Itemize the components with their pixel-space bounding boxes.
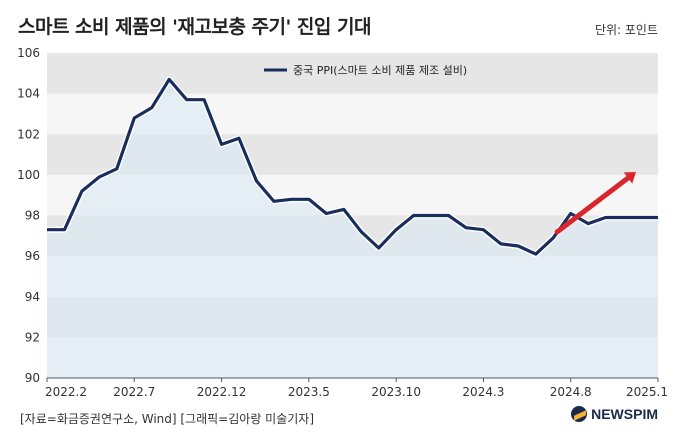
newspim-logo: NEWSPIM [571,406,658,422]
legend: 중국 PPI(스마트 소비 제품 제조 설비) [264,64,467,77]
source-credit: [자료=화금증권연구소, Wind] [그래픽=김아랑 미술기자] [20,412,315,426]
x-tick-label: 2022.7 [113,385,155,399]
x-tick-label: 2022.12 [197,385,247,399]
x-axis-ticks: 2022.2 2022.7 2022.12 2023.5 2023.10 2024.3 20… [45,377,668,399]
area-fill [47,79,658,379]
series-area [47,79,658,379]
y-tick-label: 96 [25,249,40,263]
x-tick-label: 2023.10 [371,385,421,399]
x-tick-label: 2025.1 [626,385,668,399]
x-tick-label: 2023.5 [288,385,330,399]
x-tick-label: 2024.3 [462,385,504,399]
y-tick-label: 92 [25,330,40,344]
x-tick-label: 2024.8 [550,385,592,399]
trend-arrow-head [623,171,636,184]
grid-band [47,53,658,94]
x-tick-label: 2022.2 [45,385,87,399]
y-tick-label: 94 [25,290,40,304]
y-tick-label: 104 [17,87,40,101]
trend-arrow-group [554,171,636,235]
y-tick-label: 106 [17,46,40,60]
unit-label: 단위: 포인트 [594,23,658,37]
y-tick-label: 90 [25,371,40,385]
y-tick-label: 100 [17,168,40,182]
logo-icon [571,406,588,422]
y-axis-ticks: 90 92 94 96 98 100 102 104 106 [17,46,40,385]
chart-title: 스마트 소비 제품의 '재고보충 주기' 진입 기대 [18,16,371,38]
y-tick-label: 102 [17,127,40,141]
y-tick-label: 98 [25,209,40,223]
legend-label: 중국 PPI(스마트 소비 제품 제조 설비) [293,64,467,77]
trend-arrow-shaft [554,175,631,235]
logo-text: NEWSPIM [591,406,658,422]
